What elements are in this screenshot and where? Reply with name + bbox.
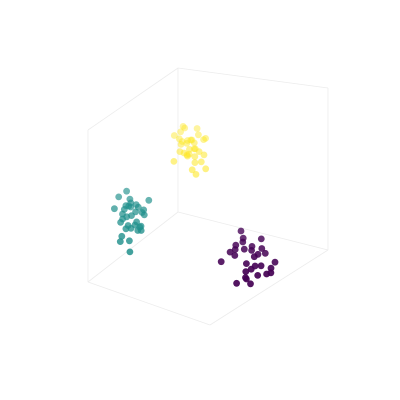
data-point-cluster-0-25 — [251, 262, 259, 270]
pane-edge-7 — [87, 281, 211, 326]
data-point-cluster-0-29 — [267, 269, 275, 277]
data-point-cluster-0-23 — [226, 248, 234, 256]
data-point-cluster-0-15 — [233, 279, 241, 287]
data-point-cluster-0-13 — [242, 268, 250, 275]
data-point-cluster-2-27 — [175, 135, 183, 143]
data-point-cluster-2-14 — [188, 166, 196, 174]
data-point-cluster-2-10 — [170, 132, 178, 139]
data-point-cluster-2-11 — [187, 136, 195, 144]
data-point-cluster-0-2 — [257, 262, 265, 270]
data-point-cluster-2-23 — [202, 135, 210, 142]
data-point-cluster-2-4 — [195, 131, 202, 139]
data-point-cluster-0-17 — [232, 241, 240, 249]
data-point-cluster-1-30 — [119, 215, 126, 223]
data-point-cluster-2-28 — [188, 136, 196, 144]
data-point-cluster-1-0 — [118, 232, 126, 240]
data-point-cluster-0-10 — [258, 245, 266, 252]
data-point-cluster-1-31 — [140, 206, 148, 214]
data-point-cluster-0-12 — [217, 258, 225, 266]
data-point-cluster-1-26 — [122, 225, 130, 233]
data-point-cluster-0-9 — [248, 243, 256, 250]
data-point-cluster-0-27 — [237, 227, 245, 235]
data-point-cluster-2-24 — [193, 125, 201, 132]
data-point-cluster-2-9 — [192, 171, 200, 178]
data-point-cluster-2-30 — [181, 124, 189, 132]
data-point-cluster-2-22 — [184, 152, 191, 160]
data-point-cluster-2-2 — [200, 136, 208, 144]
data-point-cluster-1-20 — [145, 196, 153, 204]
data-point-cluster-2-25 — [191, 145, 199, 153]
data-point-cluster-2-29 — [191, 153, 199, 161]
data-point-cluster-2-18 — [186, 146, 193, 153]
data-point-cluster-2-31 — [178, 138, 186, 145]
pane-edge-3 — [177, 211, 329, 251]
data-point-cluster-0-1 — [231, 252, 239, 259]
data-point-cluster-2-3 — [177, 141, 185, 148]
data-point-cluster-1-24 — [126, 248, 134, 256]
data-point-cluster-2-16 — [177, 128, 185, 136]
data-point-cluster-2-19 — [179, 123, 187, 130]
data-point-cluster-2-26 — [170, 158, 178, 165]
data-point-cluster-0-20 — [254, 250, 262, 258]
pane-edge-8 — [209, 249, 329, 326]
data-point-cluster-1-17 — [140, 211, 148, 219]
data-point-cluster-0-14 — [257, 235, 265, 243]
data-point-cluster-1-28 — [134, 203, 142, 211]
pane-edge-6 — [87, 211, 179, 283]
data-point-cluster-0-28 — [240, 245, 248, 253]
data-point-cluster-1-33 — [125, 237, 133, 245]
data-point-cluster-0-0 — [254, 272, 262, 279]
data-point-cluster-2-6 — [202, 165, 210, 173]
data-point-cluster-2-1 — [191, 159, 199, 167]
data-point-cluster-0-24 — [247, 280, 254, 288]
data-point-cluster-1-5 — [115, 193, 123, 201]
data-point-cluster-2-13 — [200, 151, 208, 159]
data-point-cluster-0-21 — [239, 238, 247, 246]
data-point-cluster-1-19 — [116, 238, 124, 246]
data-point-cluster-0-26 — [242, 274, 249, 281]
data-point-cluster-0-8 — [271, 258, 279, 266]
pane-edge-4 — [87, 67, 179, 131]
data-point-cluster-1-8 — [123, 187, 130, 195]
data-point-cluster-0-5 — [261, 249, 269, 257]
data-point-cluster-2-32 — [184, 137, 192, 144]
data-point-cluster-2-15 — [183, 140, 191, 147]
data-point-cluster-1-12 — [111, 205, 118, 213]
data-point-cluster-1-32 — [119, 210, 126, 218]
scatter-points — [111, 123, 279, 288]
data-point-cluster-0-3 — [243, 260, 250, 267]
axes-panes — [87, 67, 329, 326]
data-point-cluster-1-23 — [127, 199, 135, 207]
data-point-cluster-1-29 — [137, 222, 145, 230]
pane-edge-0 — [177, 67, 329, 89]
data-point-cluster-2-8 — [190, 139, 198, 147]
data-point-cluster-2-21 — [197, 158, 205, 166]
data-point-cluster-1-21 — [131, 221, 139, 229]
